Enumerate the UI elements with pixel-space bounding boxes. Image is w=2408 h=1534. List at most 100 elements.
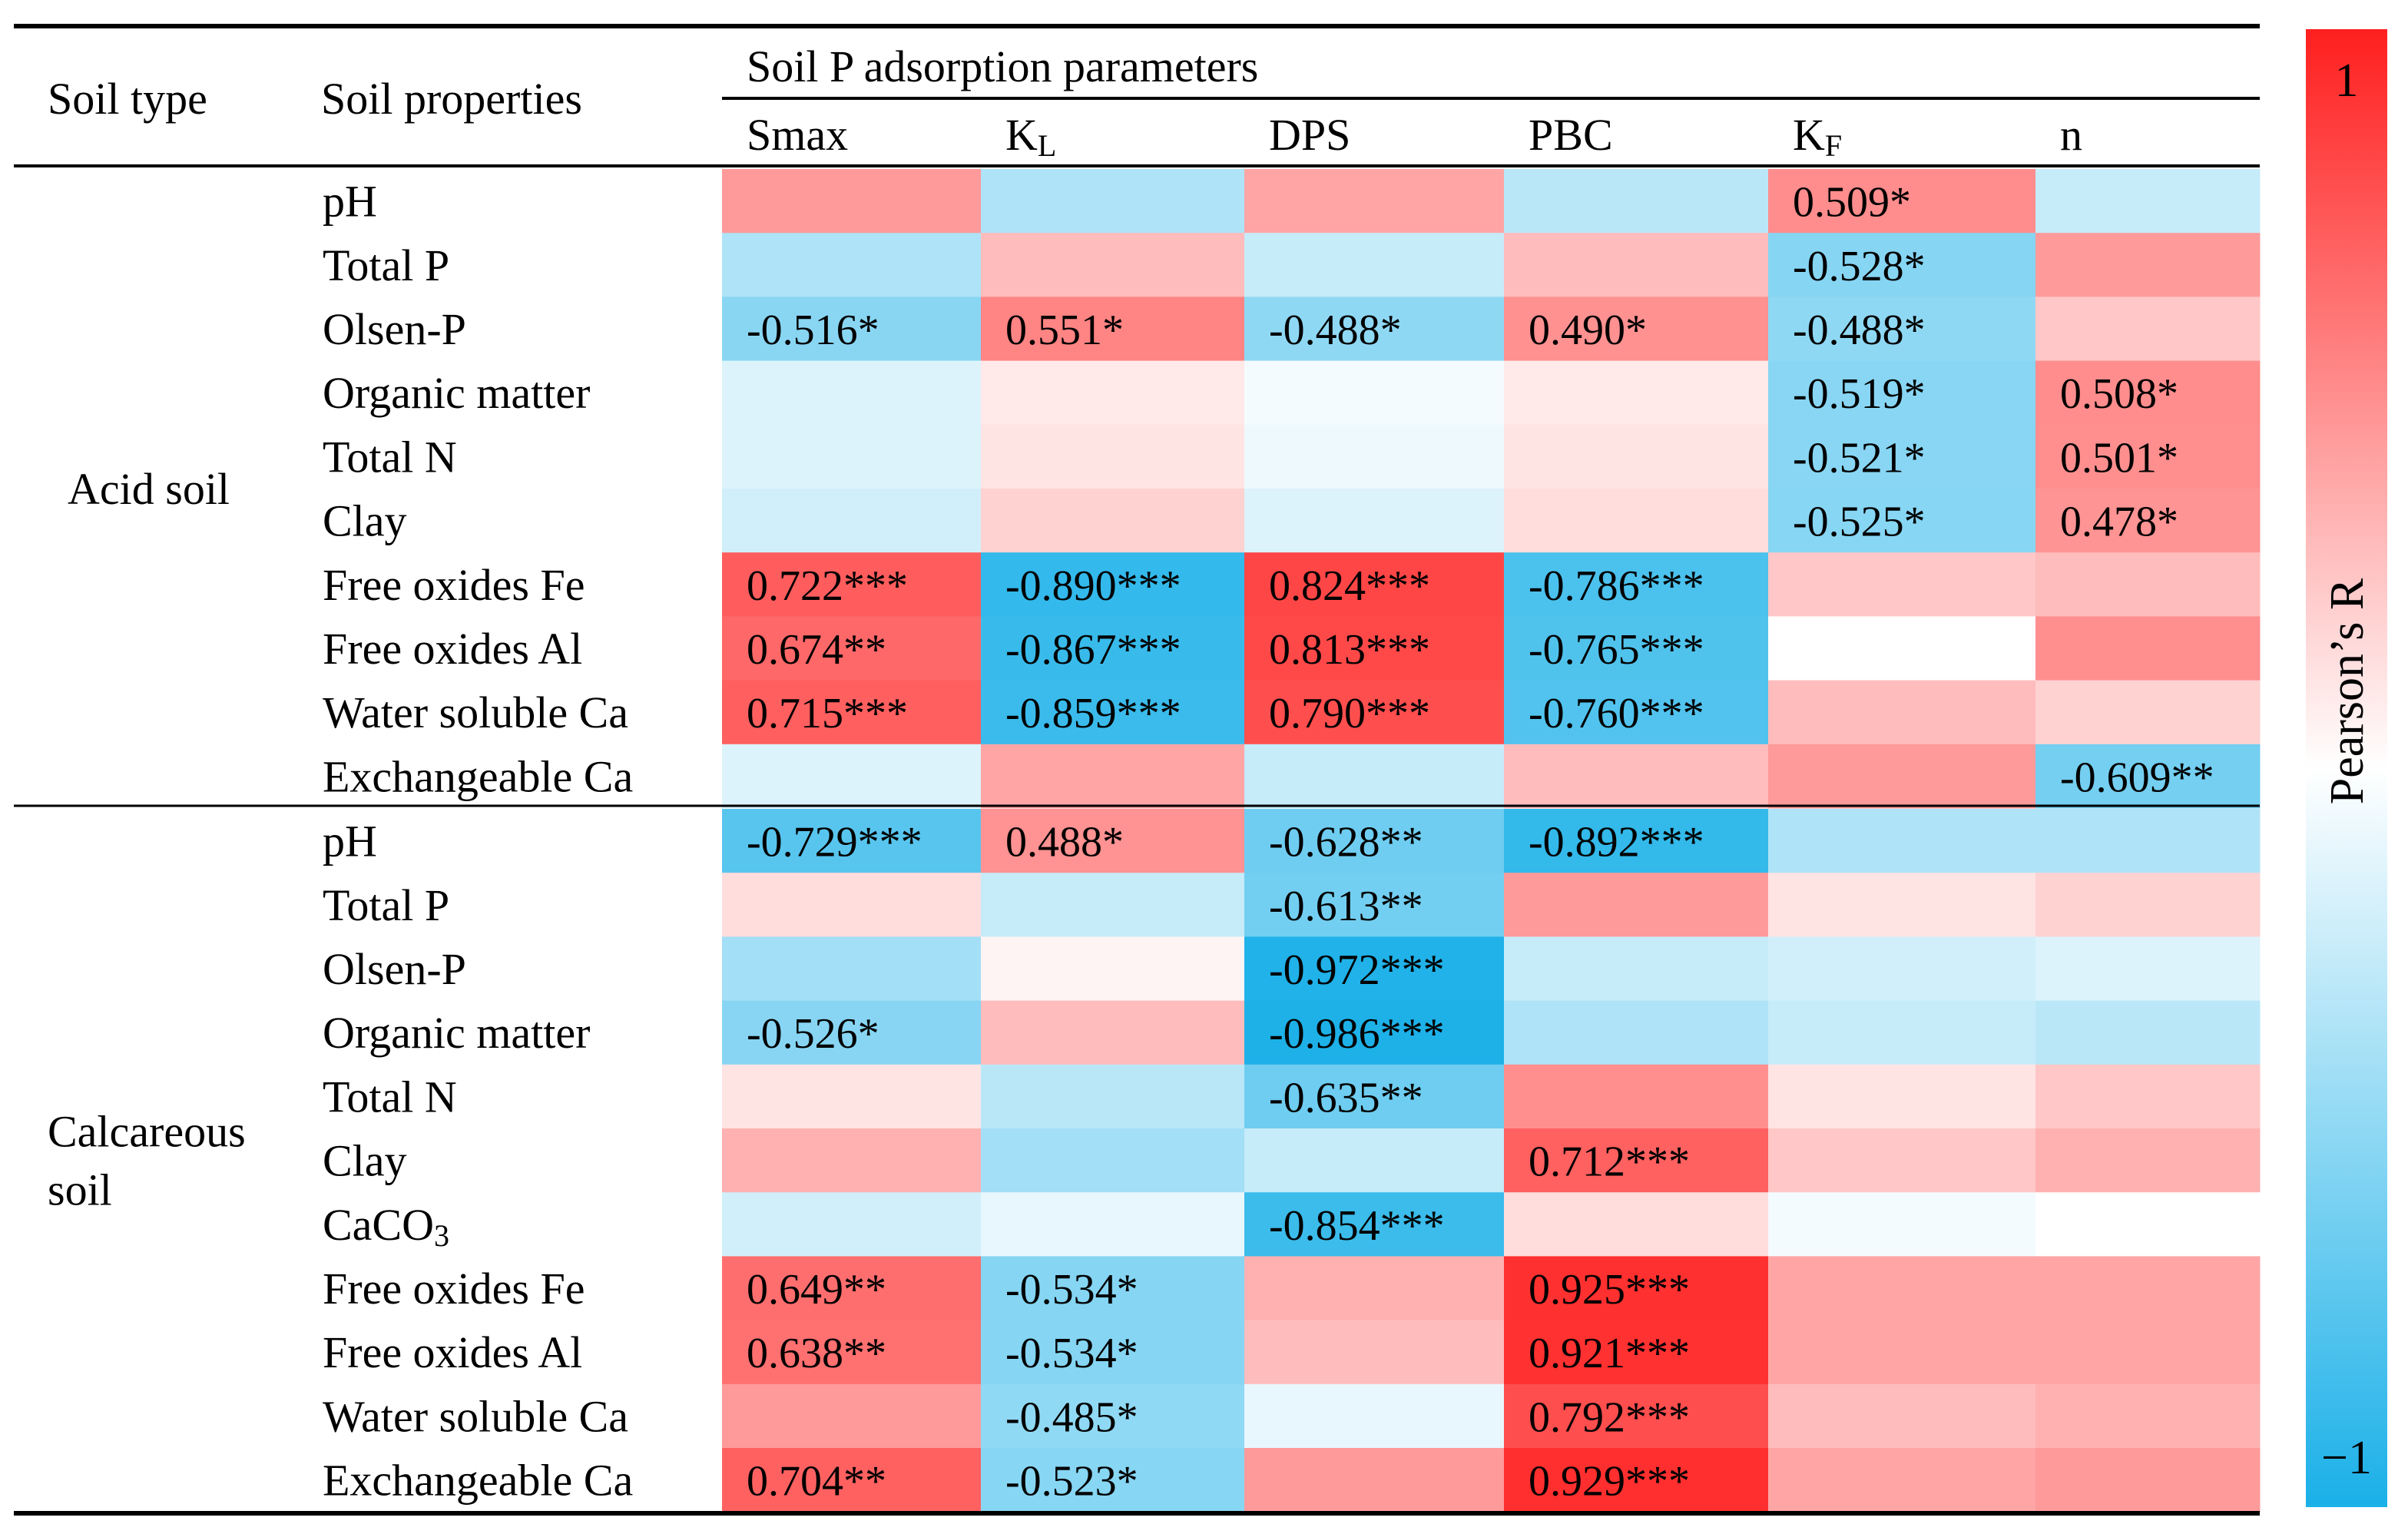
row-label-g1-r9: Water soluble Ca: [323, 687, 628, 737]
cell-value-g1-r6-c5: -0.525*: [1793, 499, 1926, 546]
heatmap-cell-g1-r4-c2: [981, 360, 1245, 426]
heatmap-cell-g2-r11-c6: [2035, 1448, 2261, 1512]
cell-value-g1-r9-c2: -0.859***: [1005, 690, 1181, 737]
cell-value-g1-r2-c5: -0.528*: [1793, 243, 1926, 290]
column-headers: Smax KL DPS PBC KF n: [747, 110, 2082, 163]
heatmap-cell-g1-r2-c1: [722, 233, 982, 297]
heatmap-cell-g1-r1-c3: [1244, 169, 1505, 234]
group-label-1-line-1: Acid soil: [68, 464, 230, 514]
heatmap-cell-g1-r6-c5: [1768, 489, 2036, 553]
group-label-2-line-1: Calcareous: [48, 1107, 246, 1157]
cell-value-g1-r8-c4: -0.765***: [1529, 626, 1704, 674]
heatmap-cell-g1-r3-c5: [1768, 297, 2036, 362]
group-labels: Acid soil Calcareous soil: [48, 464, 246, 1215]
colorbar-min-label: −1: [2321, 1432, 2372, 1484]
heatmap-cell-g2-r10-c3: [1244, 1383, 1505, 1449]
heatmap-cell-g2-r2-c4: [1504, 873, 1769, 937]
heatmap-cell-g2-r8-c5: [1768, 1256, 2036, 1321]
cell-value-g1-r6-c6: 0.478*: [2060, 499, 2178, 546]
heatmap-cell-g2-r11-c3: [1244, 1448, 1505, 1512]
heatmap-cell-g1-r9-c4: [1504, 680, 1769, 745]
heatmap-cell-g1-r7-c4: [1504, 552, 1769, 617]
cell-value-g1-r4-c5: -0.519*: [1793, 370, 1926, 418]
heatmap-cell-g1-r9-c2: [981, 680, 1245, 745]
cell-value-g2-r8-c4: 0.925***: [1529, 1266, 1690, 1314]
heatmap-cell-g2-r3-c3: [1244, 936, 1505, 1002]
row-label-g2-r6: Clay: [323, 1136, 407, 1186]
heatmap-cell-g1-r2-c6: [2035, 233, 2261, 297]
column-header-2: KL: [1005, 110, 1056, 163]
cell-value-g1-r4-c6: 0.508*: [2060, 370, 2178, 418]
cell-value-g2-r1-c2: 0.488*: [1005, 819, 1124, 866]
cell-value-g2-r2-c3: -0.613**: [1269, 883, 1423, 930]
cell-value-g2-r7-c3: -0.854***: [1269, 1202, 1445, 1250]
row-label-g1-r4: Organic matter: [323, 368, 590, 418]
row-labels: pH Total P Olsen-P Organic matter Total N Cla…: [323, 177, 633, 1506]
heatmap-cell-g1-r10-c3: [1244, 744, 1505, 809]
cell-value-g1-r3-c3: -0.488*: [1269, 306, 1402, 354]
heatmap-cell-g1-r1-c6: [2035, 169, 2261, 234]
heatmap-cell-g2-r7-c2: [981, 1192, 1245, 1257]
heatmap-cell-g1-r6-c1: [722, 489, 982, 553]
colorbar-max-label: 1: [2335, 55, 2359, 107]
heatmap-cell-g1-r7-c1: [722, 552, 982, 617]
heatmap-cell-g1-r3-c1: [722, 297, 982, 362]
heatmap-cell-g2-r2-c2: [981, 873, 1245, 937]
heatmap-cell-g2-r11-c2: [981, 1448, 1245, 1512]
cell-value-g1-r7-c4: -0.786***: [1529, 562, 1704, 610]
heatmap-cell-g1-r8-c4: [1504, 616, 1769, 681]
row-label-g1-r10: Exchangeable Ca: [323, 751, 633, 801]
heatmap-cell-g2-r3-c4: [1504, 936, 1769, 1002]
cell-value-g2-r5-c3: -0.635**: [1269, 1074, 1423, 1122]
heatmap-cell-g2-r5-c1: [722, 1064, 982, 1129]
heatmap-cell-g1-r1-c4: [1504, 169, 1769, 234]
heatmap-cell-g1-r4-c3: [1244, 360, 1505, 426]
heatmap-cell-g1-r1-c2: [981, 169, 1245, 234]
column-header-5: KF: [1793, 110, 1842, 163]
heatmap-cell-g1-r3-c6: [2035, 297, 2261, 362]
cell-value-g1-r8-c2: -0.867***: [1005, 626, 1181, 674]
heatmap-cell-g2-r4-c5: [1768, 1000, 2036, 1065]
heatmap-cell-g2-r4-c3: [1244, 1000, 1505, 1065]
cell-value-g1-r9-c4: -0.760***: [1529, 690, 1704, 737]
row-label-g2-r5: Total N: [323, 1072, 457, 1122]
colorbar: [2306, 29, 2387, 1507]
cell-value-g2-r10-c4: 0.792***: [1529, 1393, 1690, 1441]
heatmap-cell-g2-r3-c6: [2035, 936, 2261, 1002]
header-soil-type: Soil type: [48, 74, 207, 124]
heatmap-cell-g1-r6-c2: [981, 489, 1245, 553]
heatmap-cell-g2-r5-c4: [1504, 1064, 1769, 1129]
heatmap-cell-g2-r5-c3: [1244, 1064, 1505, 1129]
heatmap-cell-g2-r6-c6: [2035, 1128, 2261, 1193]
heatmap-cell-g1-r9-c6: [2035, 680, 2261, 745]
heatmap-cell-g1-r5-c1: [722, 424, 982, 489]
heatmap-cell-g2-r6-c3: [1244, 1128, 1505, 1193]
heatmap-cell-g2-r5-c5: [1768, 1064, 2036, 1129]
heatmap-cell-g2-r3-c2: [981, 936, 1245, 1002]
heatmap-cell-g1-r5-c4: [1504, 424, 1769, 489]
heatmap-cell-g1-r8-c2: [981, 616, 1245, 681]
heatmap-cell-g2-r9-c3: [1244, 1320, 1505, 1385]
heatmap-cell-g1-r9-c5: [1768, 680, 2036, 745]
heatmap-cell-g2-r9-c1: [722, 1320, 982, 1385]
heatmap-cell-g2-r10-c2: [981, 1383, 1245, 1449]
heatmap-cell-g1-r5-c3: [1244, 424, 1505, 489]
heatmap-cell-g1-r2-c2: [981, 233, 1245, 297]
heatmap-cell-g1-r9-c3: [1244, 680, 1505, 745]
cell-value-g1-r9-c1: 0.715***: [747, 690, 908, 737]
row-label-g1-r7: Free oxides Fe: [323, 560, 585, 610]
heatmap-cell-g1-r6-c4: [1504, 489, 1769, 553]
heatmap-cell-g1-r2-c4: [1504, 233, 1769, 297]
heatmap-cell-g1-r4-c1: [722, 360, 982, 426]
cell-value-g2-r9-c2: -0.534*: [1005, 1330, 1138, 1377]
heatmap-cell-g2-r2-c6: [2035, 873, 2261, 937]
heatmap-cell-g1-r2-c3: [1244, 233, 1505, 297]
row-label-g2-r1: pH: [323, 817, 377, 866]
heatmap-cell-g1-r3-c3: [1244, 297, 1505, 362]
heatmap-cell-g2-r6-c5: [1768, 1128, 2036, 1193]
heatmap-cell-g1-r2-c5: [1768, 233, 2036, 297]
heatmap-cell-g2-r9-c2: [981, 1320, 1245, 1385]
cell-value-g1-r7-c2: -0.890***: [1005, 562, 1181, 610]
row-label-g1-r6: Clay: [323, 496, 407, 546]
heatmap-cell-g2-r10-c5: [1768, 1383, 2036, 1449]
